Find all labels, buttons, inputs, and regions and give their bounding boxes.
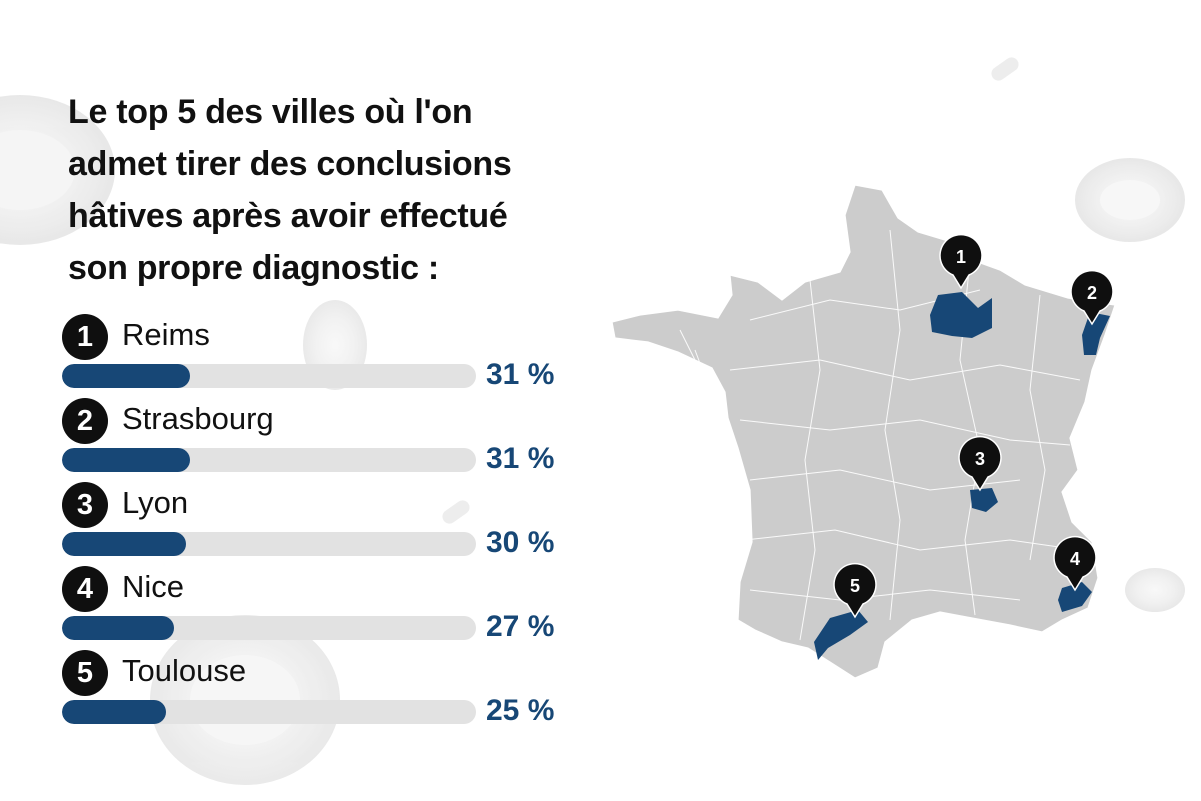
city-label: Toulouse (122, 653, 247, 688)
region-reims (930, 292, 992, 338)
marker-label: 1 (956, 247, 966, 267)
bar (62, 616, 174, 640)
city-label: Strasbourg (122, 401, 274, 436)
value-label: 31 % (486, 442, 555, 475)
pill-icon (991, 57, 1019, 81)
marker-label: 4 (1070, 549, 1080, 569)
title-line: admet tirer des conclusions (68, 145, 512, 183)
bar (62, 448, 191, 472)
region-nice (1058, 582, 1092, 612)
rank-badge: 4 (62, 566, 108, 612)
region-lyon (970, 488, 998, 512)
region-strasbourg (1082, 312, 1110, 355)
france-map: 1 2 3 4 5 (611, 184, 1116, 679)
bar-row: 5 Toulouse 25 % (62, 650, 582, 734)
rank-badge: 2 (62, 398, 108, 444)
value-label: 31 % (486, 358, 555, 391)
region-toulouse (814, 610, 868, 660)
map-pin-icon: 2 (1070, 269, 1114, 326)
bar-row: 4 Nice 27 % (62, 566, 582, 650)
map-pin-icon: 3 (958, 435, 1002, 492)
rank-badge: 3 (62, 482, 108, 528)
bar-row: 1 Reims 31 % (62, 314, 582, 398)
page-title: Le top 5 des villes où l'on admet tirer … (68, 86, 608, 294)
marker-label: 2 (1087, 283, 1097, 303)
bar-row: 3 Lyon 30 % (62, 482, 582, 566)
city-label: Nice (122, 569, 185, 604)
map-markers: 1 2 3 4 5 (833, 233, 1114, 619)
bar (62, 700, 166, 724)
title-line: Le top 5 des villes où l'on (68, 93, 473, 131)
city-label: Lyon (122, 485, 189, 520)
bar-chart: 1 Reims 31 % 2 Strasbourg 31 % 3 Lyon 30… (62, 314, 582, 734)
marker-label: 3 (975, 449, 985, 469)
bar (62, 532, 187, 556)
value-label: 27 % (486, 610, 555, 643)
bar-track (62, 364, 476, 388)
highlighted-regions (814, 292, 1110, 660)
map-pin-icon: 1 (939, 233, 983, 290)
blood-cell-icon (1125, 568, 1185, 612)
map-pin-icon: 5 (833, 562, 877, 619)
title-line: hâtives après avoir effectué (68, 197, 508, 235)
value-label: 30 % (486, 526, 555, 559)
value-label: 25 % (486, 694, 555, 727)
marker-label: 5 (850, 576, 860, 596)
rank-badge: 5 (62, 650, 108, 696)
bar-track (62, 448, 476, 472)
bar-track (62, 532, 476, 556)
city-label: Reims (122, 317, 210, 352)
bar-track (62, 616, 476, 640)
bar (62, 364, 191, 388)
map-pin-icon: 4 (1053, 535, 1097, 592)
rank-badge: 1 (62, 314, 108, 360)
bar-track (62, 700, 476, 724)
bar-row: 2 Strasbourg 31 % (62, 398, 582, 482)
title-line: son propre diagnostic : (68, 249, 439, 287)
